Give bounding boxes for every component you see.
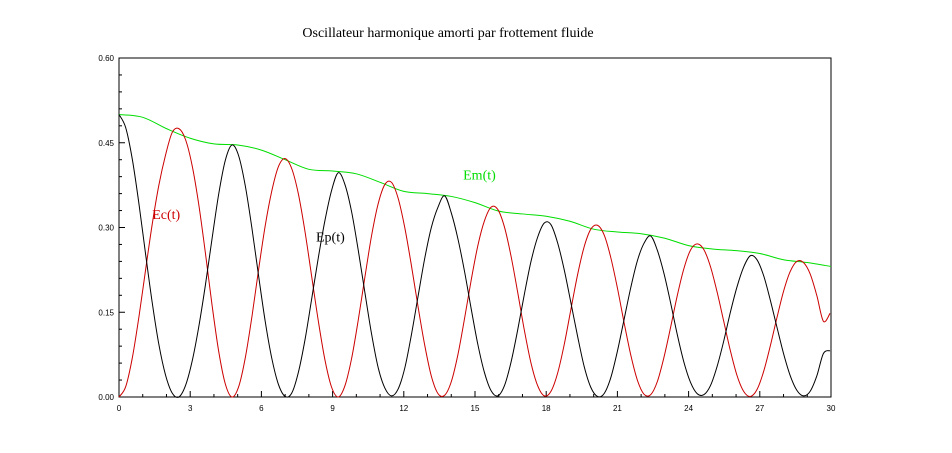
x-axis: 0 3 6 9 12 15 18 21 24 27 30 — [117, 391, 836, 413]
y-tick-label: 0.60 — [98, 54, 114, 63]
series-line-ep-t — [118, 114, 831, 398]
series-line-ec-t — [118, 127, 831, 398]
x-tick-label: 3 — [188, 404, 193, 413]
x-tick-label: 0 — [117, 404, 122, 413]
x-tick-label: 27 — [755, 404, 764, 413]
series-layer — [118, 114, 832, 398]
series-line-em-t — [118, 114, 832, 267]
y-tick-label: 0.45 — [98, 139, 114, 148]
y-tick-label: 0.15 — [98, 308, 114, 317]
curve-label-ep-t: Ep(t) — [316, 231, 345, 246]
x-tick-label: 15 — [471, 404, 480, 413]
y-tick-label: 0.30 — [98, 224, 114, 233]
x-tick-label: 18 — [542, 404, 551, 413]
chart-title: Oscillateur harmonique amorti par frotte… — [302, 26, 593, 41]
y-axis: 0.00 0.15 0.30 0.45 0.60 — [98, 54, 125, 402]
x-tick-label: 12 — [399, 404, 408, 413]
curve-label-ec-t: Ec(t) — [152, 208, 180, 223]
curve-label-em-t: Em(t) — [463, 168, 496, 183]
x-tick-label: 9 — [330, 404, 335, 413]
x-tick-label: 6 — [259, 404, 264, 413]
annotation-layer: Em(t) Ec(t) Ep(t) — [152, 168, 496, 245]
x-tick-label: 21 — [613, 404, 622, 413]
y-tick-label: 0.00 — [98, 393, 114, 402]
plot-frame — [118, 57, 832, 398]
x-tick-label: 30 — [827, 404, 836, 413]
x-tick-label: 24 — [684, 404, 693, 413]
